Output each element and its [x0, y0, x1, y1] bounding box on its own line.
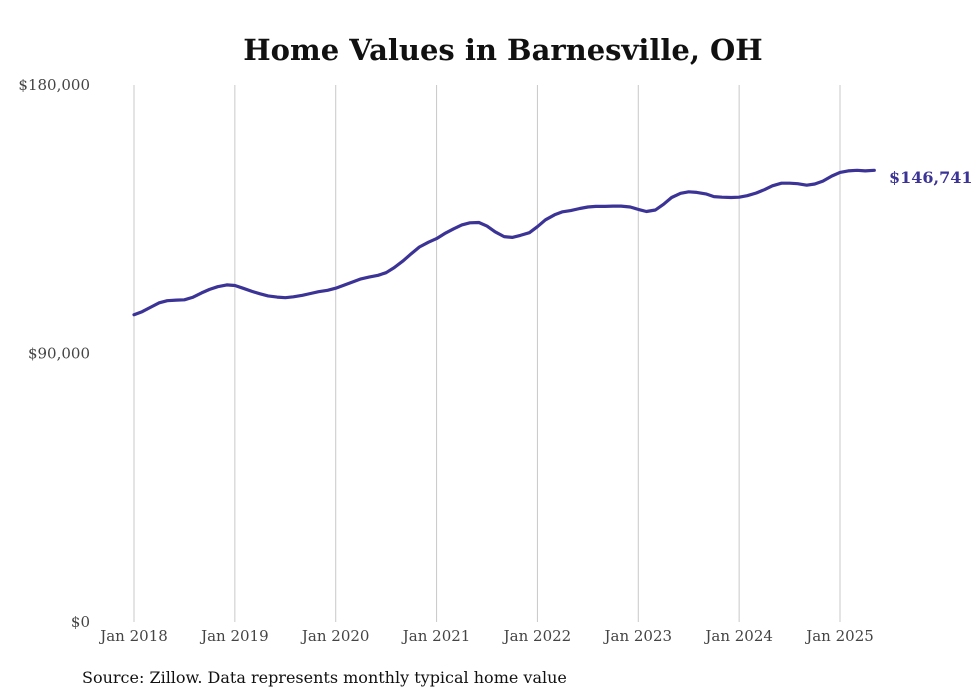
x-tick-label: Jan 2019: [199, 627, 269, 645]
x-tick-label: Jan 2025: [804, 627, 874, 645]
x-tick-label: Jan 2021: [401, 627, 471, 645]
x-tick-label: Jan 2018: [98, 627, 168, 645]
y-tick-label: $90,000: [28, 345, 90, 363]
end-value-label: $146,741: [889, 168, 973, 187]
chart-title: Home Values in Barnesville, OH: [243, 33, 762, 67]
y-tick-label: $180,000: [18, 76, 90, 94]
x-tick-label: Jan 2024: [703, 627, 773, 645]
x-tick-label: Jan 2023: [603, 627, 673, 645]
source-note: Source: Zillow. Data represents monthly …: [82, 668, 567, 687]
x-tick-label: Jan 2020: [300, 627, 370, 645]
gridlines: [133, 85, 841, 622]
x-tick-label: Jan 2022: [502, 627, 572, 645]
series-line: [132, 168, 876, 317]
y-axis-tick-labels: $0 $90,000 $180,000: [18, 76, 90, 631]
x-axis-tick-labels: Jan 2018 Jan 2019 Jan 2020 Jan 2021 Jan 2022…: [98, 627, 874, 645]
y-tick-label: $0: [71, 613, 90, 631]
